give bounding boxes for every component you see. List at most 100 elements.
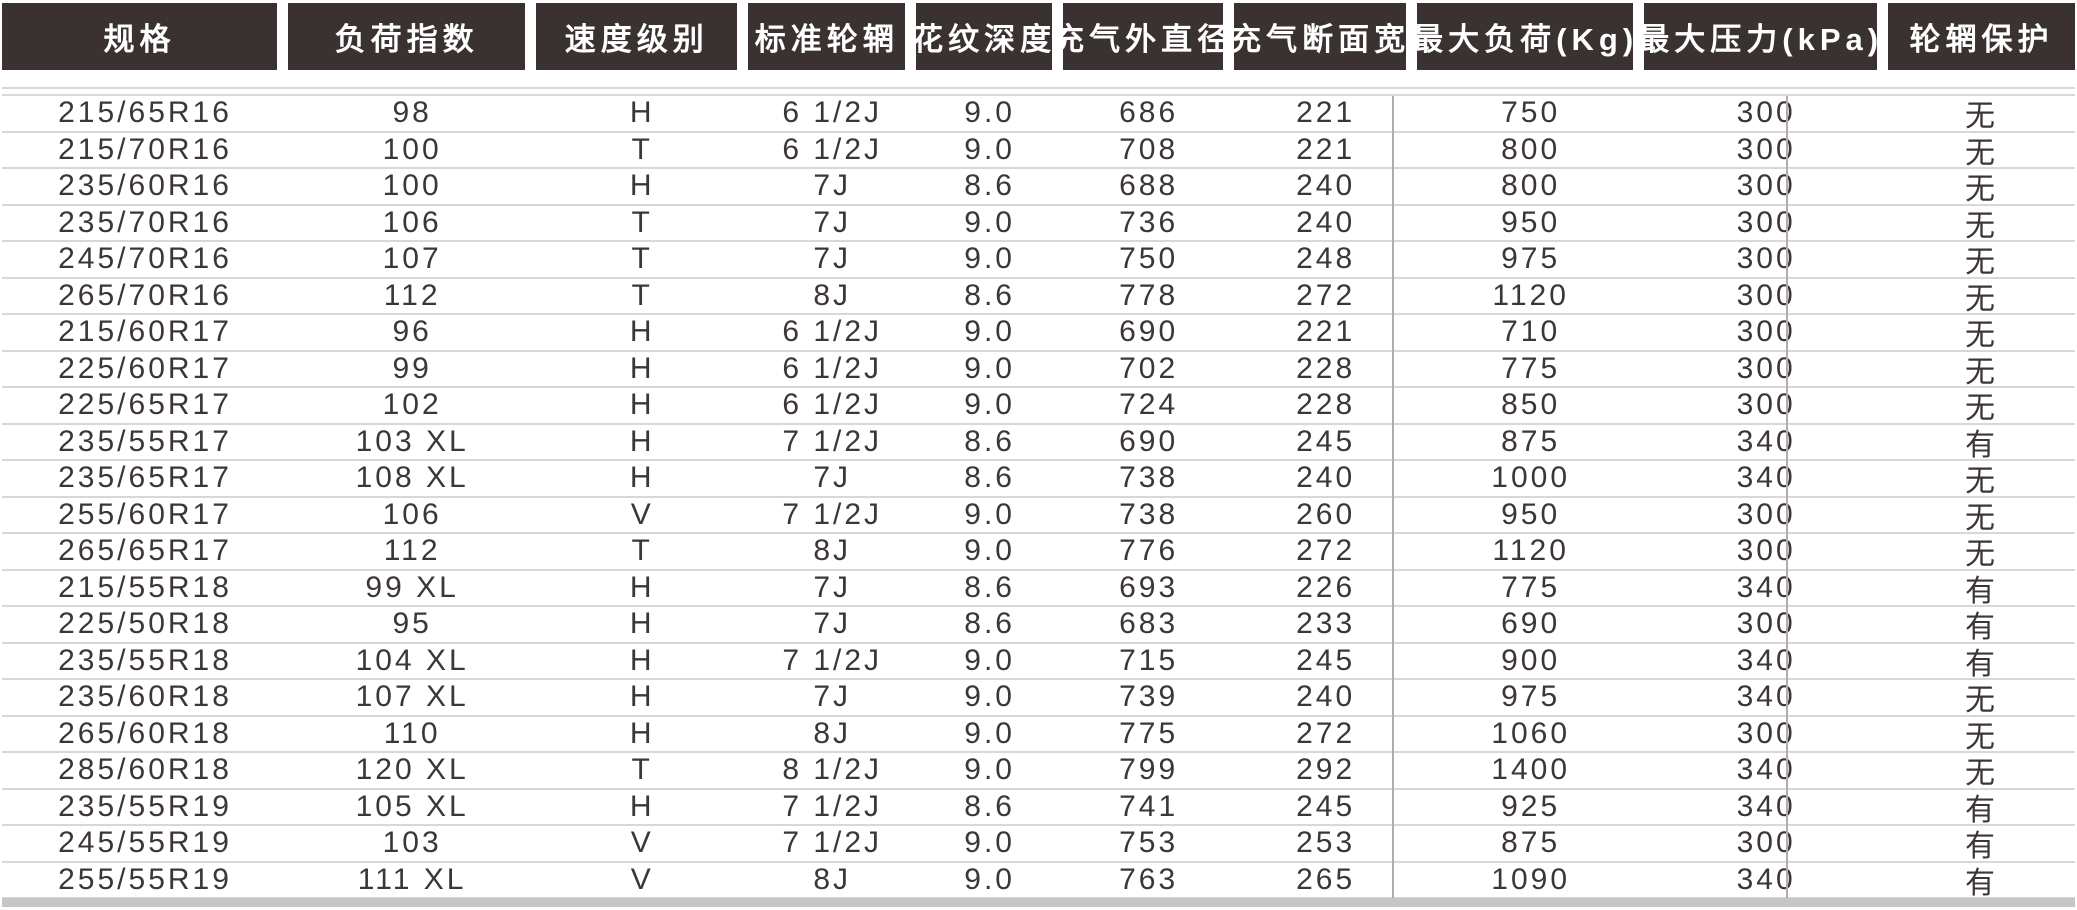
cell-max-load-kg: 925	[1501, 789, 1561, 823]
cell-tread-depth: 9.0	[964, 388, 1015, 422]
cell-tread-depth: 9.0	[964, 205, 1015, 239]
cell-rim-protection: 有	[1965, 574, 1999, 608]
cell-standard-rim: 7 1/2J	[782, 424, 883, 458]
cell-max-pressure-kpa: 300	[1736, 497, 1796, 531]
cell-max-pressure-kpa: 300	[1736, 242, 1796, 276]
cell-inflated-section-width: 272	[1296, 716, 1356, 750]
column-group-divider-2	[1786, 96, 1789, 899]
cell-load-index: 99 XL	[365, 570, 459, 604]
cell-rim-protection: 无	[1965, 173, 1999, 207]
cell-max-load-kg: 1060	[1491, 716, 1571, 750]
cell-max-pressure-kpa: 300	[1736, 205, 1796, 239]
cell-tread-depth: 8.6	[964, 169, 1015, 203]
cell-max-pressure-kpa: 300	[1736, 388, 1796, 422]
cell-rim-protection: 无	[1965, 465, 1999, 499]
cell-spec: 235/60R16	[58, 169, 232, 203]
cell-max-load-kg: 1120	[1492, 278, 1569, 312]
cell-max-load-kg: 1090	[1491, 862, 1571, 896]
cell-load-index: 100	[382, 132, 442, 166]
cell-tread-depth: 8.6	[964, 607, 1015, 641]
cell-rim-protection: 无	[1965, 392, 1999, 426]
cell-inflated-outer-diameter: 799	[1119, 753, 1179, 787]
cell-speed-rating: T	[631, 205, 653, 239]
table-row: 235/60R18 107 XL H 7J 9.0 739 240 975 340 无	[2, 678, 2075, 717]
cell-inflated-outer-diameter: 715	[1119, 643, 1179, 677]
cell-max-pressure-kpa: 300	[1736, 607, 1796, 641]
table-row: 215/55R18 99 XL H 7J 8.6 693 226 775 340 有	[2, 568, 2075, 608]
cell-max-load-kg: 975	[1501, 680, 1561, 714]
cell-rim-protection: 无	[1965, 538, 1999, 572]
cell-max-pressure-kpa: 300	[1736, 132, 1796, 166]
cell-inflated-outer-diameter: 686	[1119, 96, 1179, 130]
header-cell-speed-rating: 速度级别	[536, 3, 749, 70]
cell-inflated-outer-diameter: 763	[1119, 862, 1179, 896]
cell-speed-rating: H	[629, 643, 655, 677]
cell-max-load-kg: 775	[1501, 351, 1561, 385]
cell-load-index: 106	[382, 497, 442, 531]
table-row: 225/50R18 95 H 7J 8.6 683 233 690 300 有	[2, 605, 2075, 644]
table-row: 265/70R16 112 T 8J 8.6 778 272 1120 300 无	[2, 276, 2075, 316]
cell-rim-protection: 无	[1965, 720, 1999, 754]
cell-standard-rim: 7 1/2J	[782, 643, 883, 677]
cell-max-load-kg: 850	[1501, 388, 1561, 422]
cell-tread-depth: 9.0	[964, 643, 1015, 677]
cell-speed-rating: H	[629, 607, 655, 641]
cell-max-load-kg: 800	[1501, 169, 1561, 203]
table-row: 235/55R19 105 XL H 7 1/2J 8.6 741 245 925 340 有	[2, 787, 2075, 827]
cell-tread-depth: 8.6	[964, 461, 1015, 495]
cell-spec: 215/70R16	[58, 132, 232, 166]
cell-max-pressure-kpa: 340	[1736, 789, 1796, 823]
cell-standard-rim: 8J	[813, 534, 852, 568]
cell-spec: 225/65R17	[58, 388, 232, 422]
cell-speed-rating: H	[629, 789, 655, 823]
cell-speed-rating: V	[630, 826, 654, 860]
cell-max-load-kg: 875	[1501, 424, 1561, 458]
table-row: 215/65R16 98 H 6 1/2J 9.0 686 221 750 300 无	[2, 94, 2075, 133]
cell-max-pressure-kpa: 300	[1736, 315, 1796, 349]
cell-spec: 265/60R18	[58, 716, 232, 750]
cell-max-pressure-kpa: 340	[1736, 643, 1796, 677]
cell-inflated-outer-diameter: 741	[1119, 789, 1179, 823]
cell-inflated-section-width: 245	[1296, 424, 1356, 458]
cell-spec: 265/70R16	[58, 278, 232, 312]
table-row: 285/60R18 120 XL T 8 1/2J 9.0 799 292 1400 340 无	[2, 751, 2075, 790]
cell-rim-protection: 有	[1965, 830, 1999, 864]
cell-load-index: 111 XL	[357, 862, 467, 896]
cell-speed-rating: H	[629, 169, 655, 203]
cell-standard-rim: 6 1/2J	[782, 351, 883, 385]
cell-tread-depth: 9.0	[964, 315, 1015, 349]
cell-inflated-outer-diameter: 690	[1119, 315, 1179, 349]
cell-speed-rating: T	[631, 242, 653, 276]
header-cell-tread-depth: 花纹深度	[912, 3, 1064, 70]
cell-inflated-section-width: 221	[1296, 315, 1356, 349]
cell-standard-rim: 7 1/2J	[782, 826, 883, 860]
cell-inflated-outer-diameter: 693	[1119, 570, 1179, 604]
cell-spec: 215/55R18	[58, 570, 232, 604]
cell-spec: 285/60R18	[58, 753, 232, 787]
cell-load-index: 107	[382, 242, 442, 276]
cell-spec: 255/55R19	[58, 862, 232, 896]
cell-rim-protection: 无	[1965, 501, 1999, 535]
cell-max-pressure-kpa: 300	[1736, 278, 1796, 312]
cell-max-load-kg: 690	[1501, 607, 1561, 641]
table-row: 225/60R17 99 H 6 1/2J 9.0 702 228 775 300 无	[2, 349, 2075, 389]
cell-max-load-kg: 1000	[1491, 461, 1571, 495]
cell-tread-depth: 9.0	[964, 862, 1015, 896]
cell-rim-protection: 有	[1965, 428, 1999, 462]
cell-spec: 245/70R16	[58, 242, 232, 276]
cell-inflated-section-width: 240	[1296, 461, 1356, 495]
cell-tread-depth: 8.6	[964, 424, 1015, 458]
cell-max-pressure-kpa: 340	[1736, 680, 1796, 714]
cell-inflated-outer-diameter: 708	[1119, 132, 1179, 166]
cell-inflated-section-width: 265	[1296, 862, 1356, 896]
cell-tread-depth: 8.6	[964, 570, 1015, 604]
table-row: 235/65R17 108 XL H 7J 8.6 738 240 1000 340 无	[2, 459, 2075, 499]
cell-inflated-outer-diameter: 738	[1119, 461, 1179, 495]
table-row: 215/70R16 100 T 6 1/2J 9.0 708 221 800 300 无	[2, 130, 2075, 170]
cell-rim-protection: 无	[1965, 246, 1999, 280]
cell-speed-rating: T	[631, 132, 653, 166]
header-separator-line	[2, 87, 2075, 89]
cell-load-index: 112	[383, 278, 441, 312]
cell-inflated-section-width: 272	[1296, 534, 1356, 568]
cell-spec: 265/65R17	[58, 534, 232, 568]
